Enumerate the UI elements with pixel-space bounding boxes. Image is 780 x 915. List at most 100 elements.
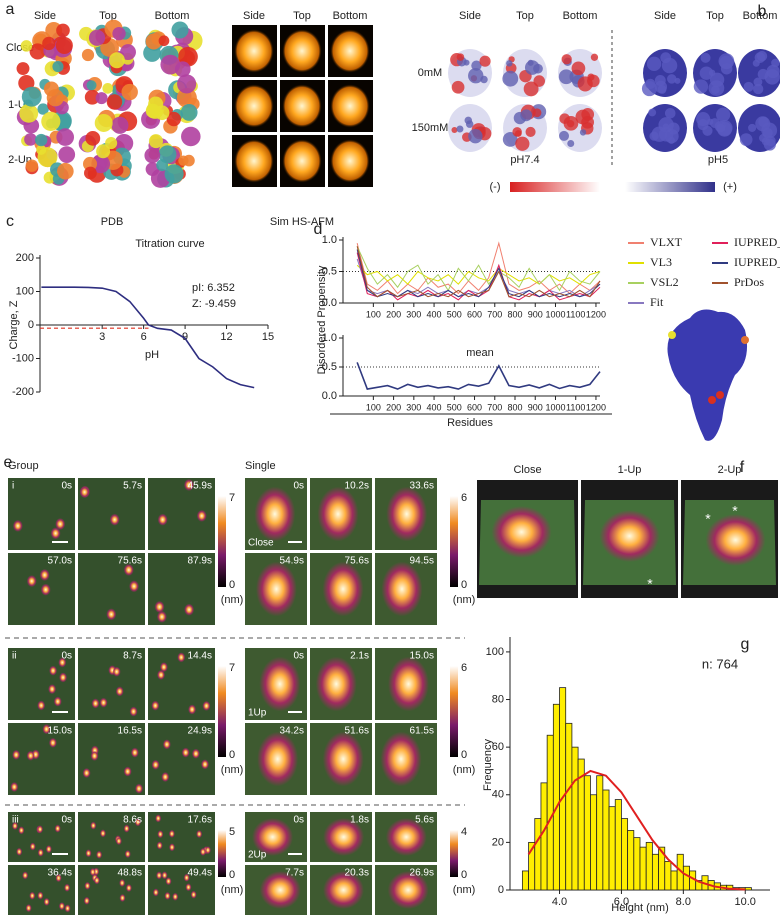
molecule (124, 850, 131, 859)
protein-atom (105, 137, 118, 150)
surface-patch (524, 60, 540, 75)
protein-atom (35, 133, 48, 147)
molecule (112, 666, 121, 677)
time-stamp: 49.4s (188, 868, 212, 879)
surface-patch (590, 53, 599, 61)
legend-label: VSL2 (650, 275, 679, 289)
surface-patch (753, 83, 764, 95)
molecule (37, 825, 44, 834)
surface-patch (674, 77, 681, 84)
molecule (201, 759, 210, 770)
x-tick-label: 900 (528, 309, 543, 319)
y-axis-label: Disordered Propensity (316, 265, 328, 374)
protein-atom (96, 144, 111, 159)
molecule (254, 486, 296, 542)
protein-atom (21, 86, 42, 107)
marker: * (647, 576, 653, 592)
molecule (25, 904, 32, 913)
row-label: 150mM (412, 122, 449, 134)
surface-patch (771, 58, 780, 68)
molecule (50, 527, 61, 540)
molecule (381, 561, 423, 617)
caption: PDB (101, 216, 124, 228)
molecule (99, 697, 108, 708)
bar (583, 775, 591, 891)
protein-atom (85, 130, 101, 146)
surface-patch (697, 119, 709, 131)
bar (608, 806, 616, 891)
state-label: Close (248, 538, 274, 549)
molecule (119, 893, 126, 902)
color-bar-max: 4 (461, 826, 467, 838)
y-tick-label: 80 (492, 693, 504, 705)
panel-label: a (6, 1, 15, 18)
molecule (40, 583, 51, 596)
molecule (129, 580, 140, 593)
color-bar-unit: (nm) (221, 764, 244, 776)
time-stamp: 54.9s (280, 556, 304, 567)
molecule (323, 871, 364, 909)
molecule (43, 897, 50, 906)
molecule (202, 700, 211, 711)
molecule (172, 892, 179, 901)
column-label: Top (293, 10, 311, 22)
time-stamp: 5.7s (123, 481, 142, 492)
surface-patch (716, 107, 731, 122)
protein-atom (86, 80, 97, 91)
structure-site (708, 396, 716, 404)
molecule (83, 896, 90, 905)
color-bar-max: 6 (461, 662, 467, 674)
surface-patch (579, 129, 587, 136)
color-bar-max: 7 (229, 492, 235, 504)
time-stamp: 75.6s (345, 556, 369, 567)
protein-atom (56, 23, 70, 38)
protein-atom (183, 154, 195, 167)
surface-patch (711, 85, 720, 94)
molecule (177, 652, 186, 663)
molecule (115, 837, 122, 846)
color-bar-min: 0 (229, 579, 235, 591)
time-stamp: 0s (293, 651, 304, 662)
legend-label: PrDos (734, 275, 764, 289)
y-tick-label: 0.5 (322, 265, 337, 277)
protein-atom (24, 133, 37, 146)
x-tick-label: 700 (487, 309, 502, 319)
color-bar (450, 496, 458, 587)
y-tick-label: 0 (498, 884, 504, 896)
molecule (168, 829, 175, 838)
molecule (89, 868, 96, 877)
surface-patch (559, 113, 570, 124)
chart-title: mean (466, 347, 494, 359)
protein-atom (158, 145, 177, 164)
x-tick-label: 300 (406, 309, 421, 319)
y-tick-label: -200 (12, 386, 34, 398)
molecule (39, 568, 50, 581)
molecule (55, 518, 66, 531)
time-stamp: 5.6s (415, 815, 434, 826)
molecule (155, 814, 162, 823)
y-tick-label: 20 (492, 836, 504, 848)
x-tick-label: 8.0 (676, 896, 691, 908)
caption: Sim HS-AFM (270, 216, 334, 228)
molecule (48, 737, 57, 748)
molecule (58, 657, 67, 668)
protein-atom (112, 26, 126, 41)
surface-patch (533, 75, 546, 87)
marker: * (732, 503, 738, 519)
column-label: Bottom (743, 10, 778, 22)
surface-patch (755, 116, 771, 132)
surface-patch (743, 81, 754, 92)
data-line (356, 241, 601, 295)
protein-atom (88, 29, 106, 46)
molecule (12, 749, 21, 760)
molecule (64, 883, 71, 892)
protein-atom (20, 40, 33, 52)
row-label: 0mM (418, 67, 442, 79)
surface-patch (752, 59, 760, 67)
x-tick-label: 10.0 (735, 896, 756, 908)
surface-patch (667, 136, 675, 144)
x-tick-label: 800 (507, 309, 522, 319)
molecule (59, 672, 68, 683)
surface-patch (456, 53, 465, 61)
